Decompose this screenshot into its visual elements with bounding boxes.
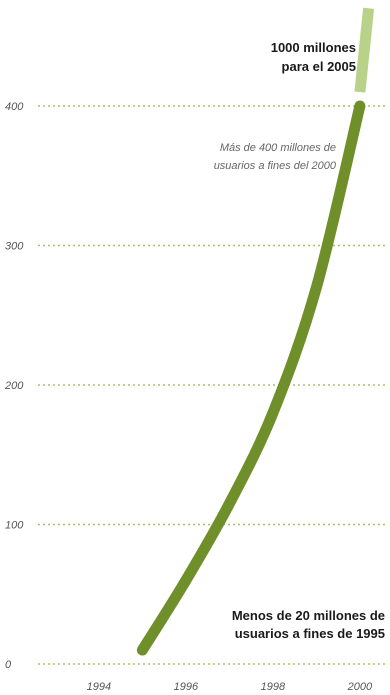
annotation-bottom-line-1: Menos de 20 millones de: [232, 608, 385, 623]
y-axis-ticks: 0 100 200 300 400: [4, 101, 24, 671]
y-tick-label: 400: [5, 101, 24, 113]
annotation-mid-line-1: Más de 400 millones de: [220, 142, 336, 154]
series-line: [136, 100, 366, 656]
x-axis-ticks: 1994 1996 1998 2000: [87, 681, 373, 693]
y-tick-label: 100: [5, 520, 24, 532]
gridlines: [38, 105, 386, 665]
annotation-top-line-2: para el 2005: [282, 59, 356, 74]
y-tick-label: 300: [5, 241, 24, 253]
y-tick-label: 0: [5, 659, 12, 671]
annotation-top-line-1: 1000 millones: [271, 40, 356, 55]
x-tick-label: 1994: [87, 681, 111, 693]
annotation-bottom-line-2: usuarios a fines de 1995: [235, 626, 385, 641]
x-tick-label: 2000: [347, 681, 373, 693]
x-tick-label: 1998: [261, 681, 286, 693]
x-tick-label: 1996: [174, 681, 199, 693]
annotation-mid-line-2: usuarios a fines del 2000: [214, 160, 337, 172]
projection-line: [354, 7, 375, 93]
y-tick-label: 200: [4, 380, 24, 392]
